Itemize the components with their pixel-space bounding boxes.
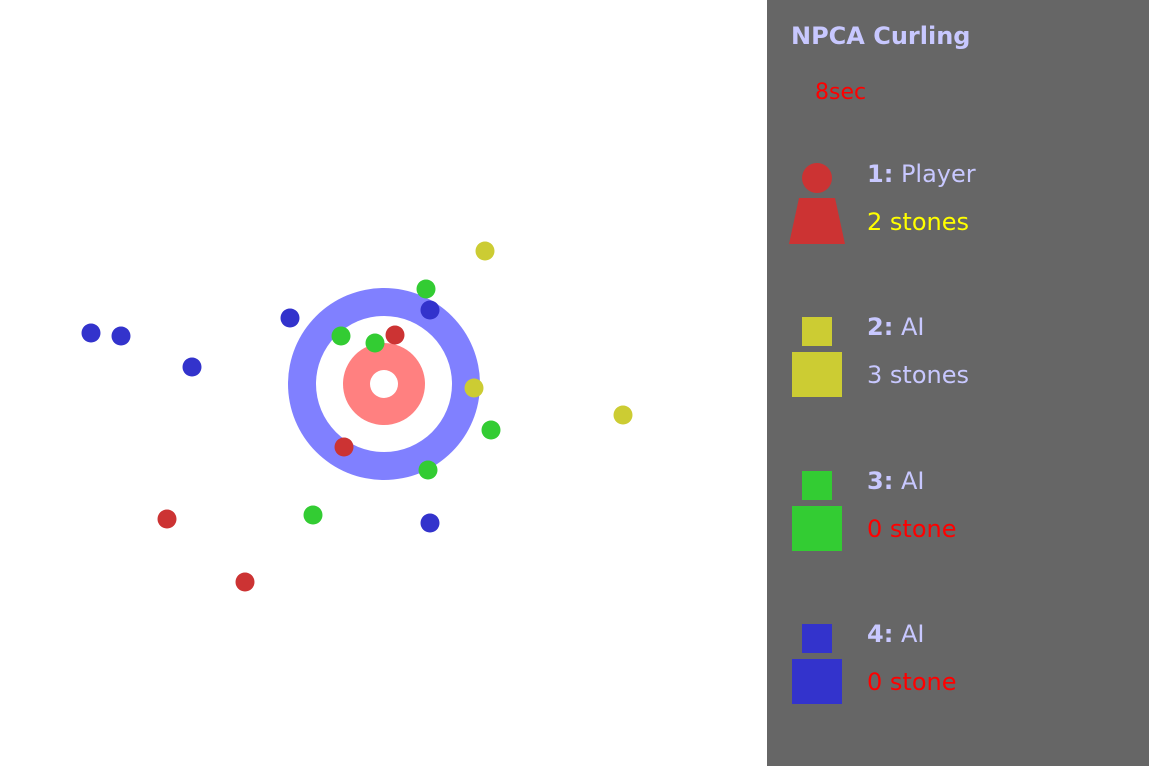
player-2-stones: 3 stones — [867, 361, 969, 389]
stone-red — [235, 572, 255, 592]
stone-blue — [111, 326, 131, 346]
robot-icon — [792, 317, 842, 397]
robot-icon — [792, 624, 842, 704]
stones-layer — [81, 241, 633, 592]
curling-sheet[interactable] — [0, 0, 767, 766]
stone-yellow — [475, 241, 495, 261]
app-title: NPCA Curling — [791, 22, 971, 50]
player-3-name: 3: AI — [867, 467, 925, 495]
player-4-stones: 0 stone — [867, 668, 957, 696]
stone-green — [416, 279, 436, 299]
stone-yellow — [464, 378, 484, 398]
stone-red — [157, 509, 177, 529]
player-2-name: 2: AI — [867, 313, 925, 341]
stone-blue — [81, 323, 101, 343]
stone-blue — [420, 513, 440, 533]
player-1-stones: 2 stones — [867, 208, 969, 236]
player-4-card: 4: AI 0 stone — [767, 620, 1149, 730]
stone-blue — [280, 308, 300, 328]
house-center — [370, 370, 398, 398]
stone-green — [365, 333, 385, 353]
playing-field[interactable] — [0, 0, 767, 766]
stone-green — [303, 505, 323, 525]
stone-blue — [420, 300, 440, 320]
stone-green — [331, 326, 351, 346]
player-4-name: 4: AI — [867, 620, 925, 648]
player-1-name: 1: Player — [867, 160, 976, 188]
turn-timer: 8sec — [815, 80, 867, 105]
player-3-stones: 0 stone — [867, 515, 957, 543]
stone-green — [418, 460, 438, 480]
player-2-card: 2: AI 3 stones — [767, 313, 1149, 423]
person-icon — [789, 163, 845, 244]
stone-red — [385, 325, 405, 345]
scoreboard-panel: NPCA Curling 8sec 1: Player 2 stones 2: … — [767, 0, 1149, 766]
stone-green — [481, 420, 501, 440]
stone-red — [334, 437, 354, 457]
player-3-card: 3: AI 0 stone — [767, 467, 1149, 577]
stone-blue — [182, 357, 202, 377]
stone-yellow — [613, 405, 633, 425]
robot-icon — [792, 471, 842, 551]
player-1-card: 1: Player 2 stones — [767, 160, 1149, 270]
